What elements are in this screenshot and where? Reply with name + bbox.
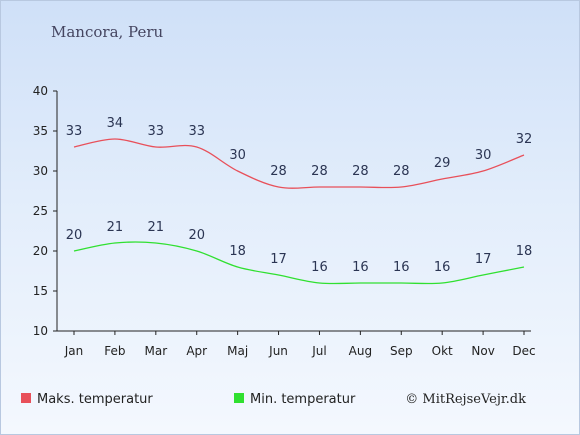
y-tick-label: 25 bbox=[33, 204, 48, 218]
y-tick-label: 20 bbox=[33, 244, 48, 258]
axes: 10 15 20 25 30 35 40 Jan Feb Mar Apr Maj Jun Jul Aug Se… bbox=[33, 84, 536, 358]
chart-title: Mancora, Peru bbox=[51, 23, 164, 41]
data-label: 28 bbox=[393, 164, 410, 179]
y-tick-label: 40 bbox=[33, 84, 48, 98]
x-tick-label: Dec bbox=[512, 344, 535, 358]
data-label: 33 bbox=[188, 124, 205, 139]
data-label: 28 bbox=[352, 164, 369, 179]
series-line-min bbox=[73, 241, 525, 285]
data-label: 16 bbox=[352, 260, 369, 275]
data-label: 28 bbox=[270, 164, 287, 179]
data-label: 29 bbox=[434, 156, 451, 171]
x-tick-label: Sep bbox=[390, 344, 413, 358]
data-label: 17 bbox=[475, 252, 492, 267]
y-tick-label: 35 bbox=[33, 124, 48, 138]
x-tick-label: Feb bbox=[104, 344, 125, 358]
data-label: 20 bbox=[188, 228, 205, 243]
x-tick-label: Jan bbox=[64, 344, 84, 358]
data-label: 21 bbox=[107, 220, 124, 235]
credit-text[interactable]: © MitRejseVejr.dk bbox=[405, 392, 526, 407]
legend-swatch bbox=[21, 393, 31, 403]
legend-swatch bbox=[234, 393, 244, 403]
y-tick-label: 30 bbox=[33, 164, 48, 178]
data-label: 17 bbox=[270, 252, 287, 267]
legend-label: Min. temperatur bbox=[250, 392, 356, 407]
data-label: 33 bbox=[148, 124, 165, 139]
series-line-max bbox=[73, 138, 525, 189]
x-tick-label: Jul bbox=[311, 344, 326, 358]
data-label: 18 bbox=[229, 244, 246, 259]
x-tick-label: Aug bbox=[349, 344, 372, 358]
x-tick-label: Apr bbox=[186, 344, 207, 358]
legend: Maks. temperatur Min. temperatur bbox=[21, 392, 356, 407]
data-labels: 33 34 33 33 30 28 28 28 28 29 30 32 20 21 21 20 18 17 16 16… bbox=[66, 116, 533, 275]
data-label: 30 bbox=[475, 148, 492, 163]
data-label: 18 bbox=[516, 244, 533, 259]
data-label: 30 bbox=[229, 148, 246, 163]
x-tick-label: Nov bbox=[471, 344, 494, 358]
data-label: 32 bbox=[516, 132, 533, 147]
x-tick-label: Okt bbox=[432, 344, 453, 358]
data-label: 28 bbox=[311, 164, 328, 179]
legend-label: Maks. temperatur bbox=[37, 392, 153, 407]
data-label: 21 bbox=[148, 220, 165, 235]
y-tick-label: 15 bbox=[33, 284, 48, 298]
data-label: 16 bbox=[434, 260, 451, 275]
x-tick-label: Jun bbox=[268, 344, 288, 358]
x-tick-label: Mar bbox=[144, 344, 167, 358]
x-tick-label: Maj bbox=[227, 344, 248, 358]
data-label: 16 bbox=[393, 260, 410, 275]
data-label: 33 bbox=[66, 124, 83, 139]
y-tick-label: 10 bbox=[33, 324, 48, 338]
data-label: 34 bbox=[107, 116, 124, 131]
data-label: 16 bbox=[311, 260, 328, 275]
data-label: 20 bbox=[66, 228, 83, 243]
series-lines bbox=[73, 138, 525, 285]
